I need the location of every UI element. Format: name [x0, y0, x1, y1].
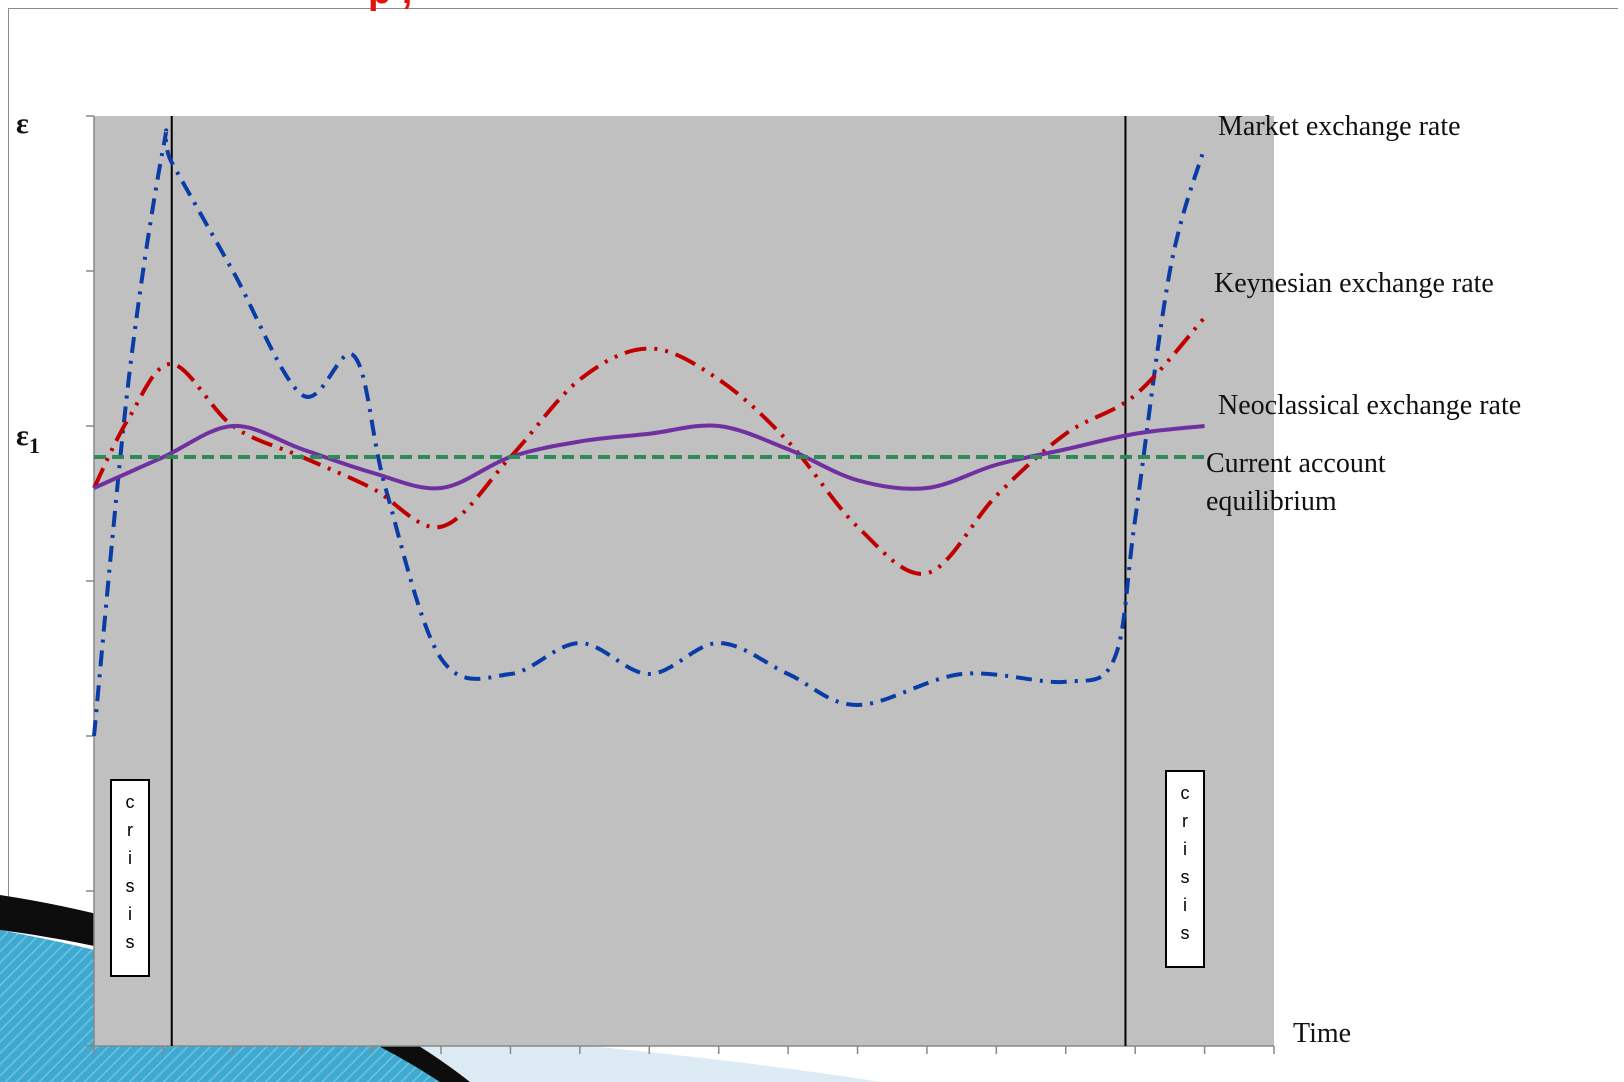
crisis-letter: s [126, 932, 135, 952]
crisis-letter: s [1181, 923, 1190, 943]
crisis-box-frame [1165, 770, 1205, 968]
series-line-keynesian-exchange-rate [92, 316, 1207, 576]
crisis-letter: c [126, 792, 135, 812]
crisis-letter: i [128, 848, 132, 868]
plot-area [94, 116, 1274, 1046]
crisis-box-frame [110, 779, 150, 977]
labels: ε ε1 Time Market exchange rateKeynesian … [16, 107, 1521, 1049]
series-layer [92, 128, 1207, 737]
series-label-keynesian-exchange-rate: Keynesian exchange rate [1214, 268, 1494, 299]
y-axis-label: ε [16, 107, 29, 140]
slide-frame [8, 8, 1618, 1082]
y-axis-marker-subscript: 1 [29, 433, 40, 458]
series-line-market-exchange-rate [92, 128, 1207, 737]
axes [86, 115, 1275, 1054]
series-line-neoclassical-exchange-rate [93, 423, 1205, 491]
crisis-lines [170, 116, 1127, 1046]
y-axis-marker-symbol: ε [16, 419, 29, 452]
series-label-current-account-equilibrium-line-2: equilibrium [1206, 486, 1337, 517]
crisis-letter: r [127, 820, 133, 840]
y-axis-marker: ε1 [16, 419, 40, 458]
crisis-letter: i [1183, 895, 1187, 915]
series-label-neoclassical-exchange-rate: Neoclassical exchange rate [1218, 390, 1521, 421]
crisis-letter: i [128, 904, 132, 924]
crisis-letter: i [1183, 839, 1187, 859]
slide-title-fragment: p , [368, 0, 412, 13]
crisis-letter: c [1181, 783, 1190, 803]
x-axis-label: Time [1293, 1018, 1351, 1049]
crisis-letter: r [1182, 811, 1188, 831]
crisis-letter: s [1181, 867, 1190, 887]
series-label-market-exchange-rate: Market exchange rate [1218, 111, 1461, 142]
crisis-letter: s [126, 876, 135, 896]
series-label-current-account-equilibrium-line-1: Current account [1206, 448, 1386, 479]
